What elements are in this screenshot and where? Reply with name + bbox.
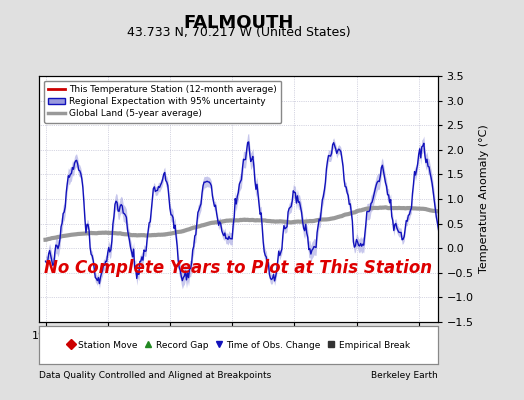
Text: No Complete Years to Plot at This Station: No Complete Years to Plot at This Statio… [45,259,432,277]
Text: FALMOUTH: FALMOUTH [183,14,293,32]
Y-axis label: Temperature Anomaly (°C): Temperature Anomaly (°C) [479,125,489,273]
Text: 43.733 N, 70.217 W (United States): 43.733 N, 70.217 W (United States) [127,26,350,39]
Legend: This Temperature Station (12-month average), Regional Expectation with 95% uncer: This Temperature Station (12-month avera… [44,80,281,123]
Text: Berkeley Earth: Berkeley Earth [371,371,438,380]
Legend: Station Move, Record Gap, Time of Obs. Change, Empirical Break: Station Move, Record Gap, Time of Obs. C… [63,337,413,353]
Text: Data Quality Controlled and Aligned at Breakpoints: Data Quality Controlled and Aligned at B… [39,371,271,380]
